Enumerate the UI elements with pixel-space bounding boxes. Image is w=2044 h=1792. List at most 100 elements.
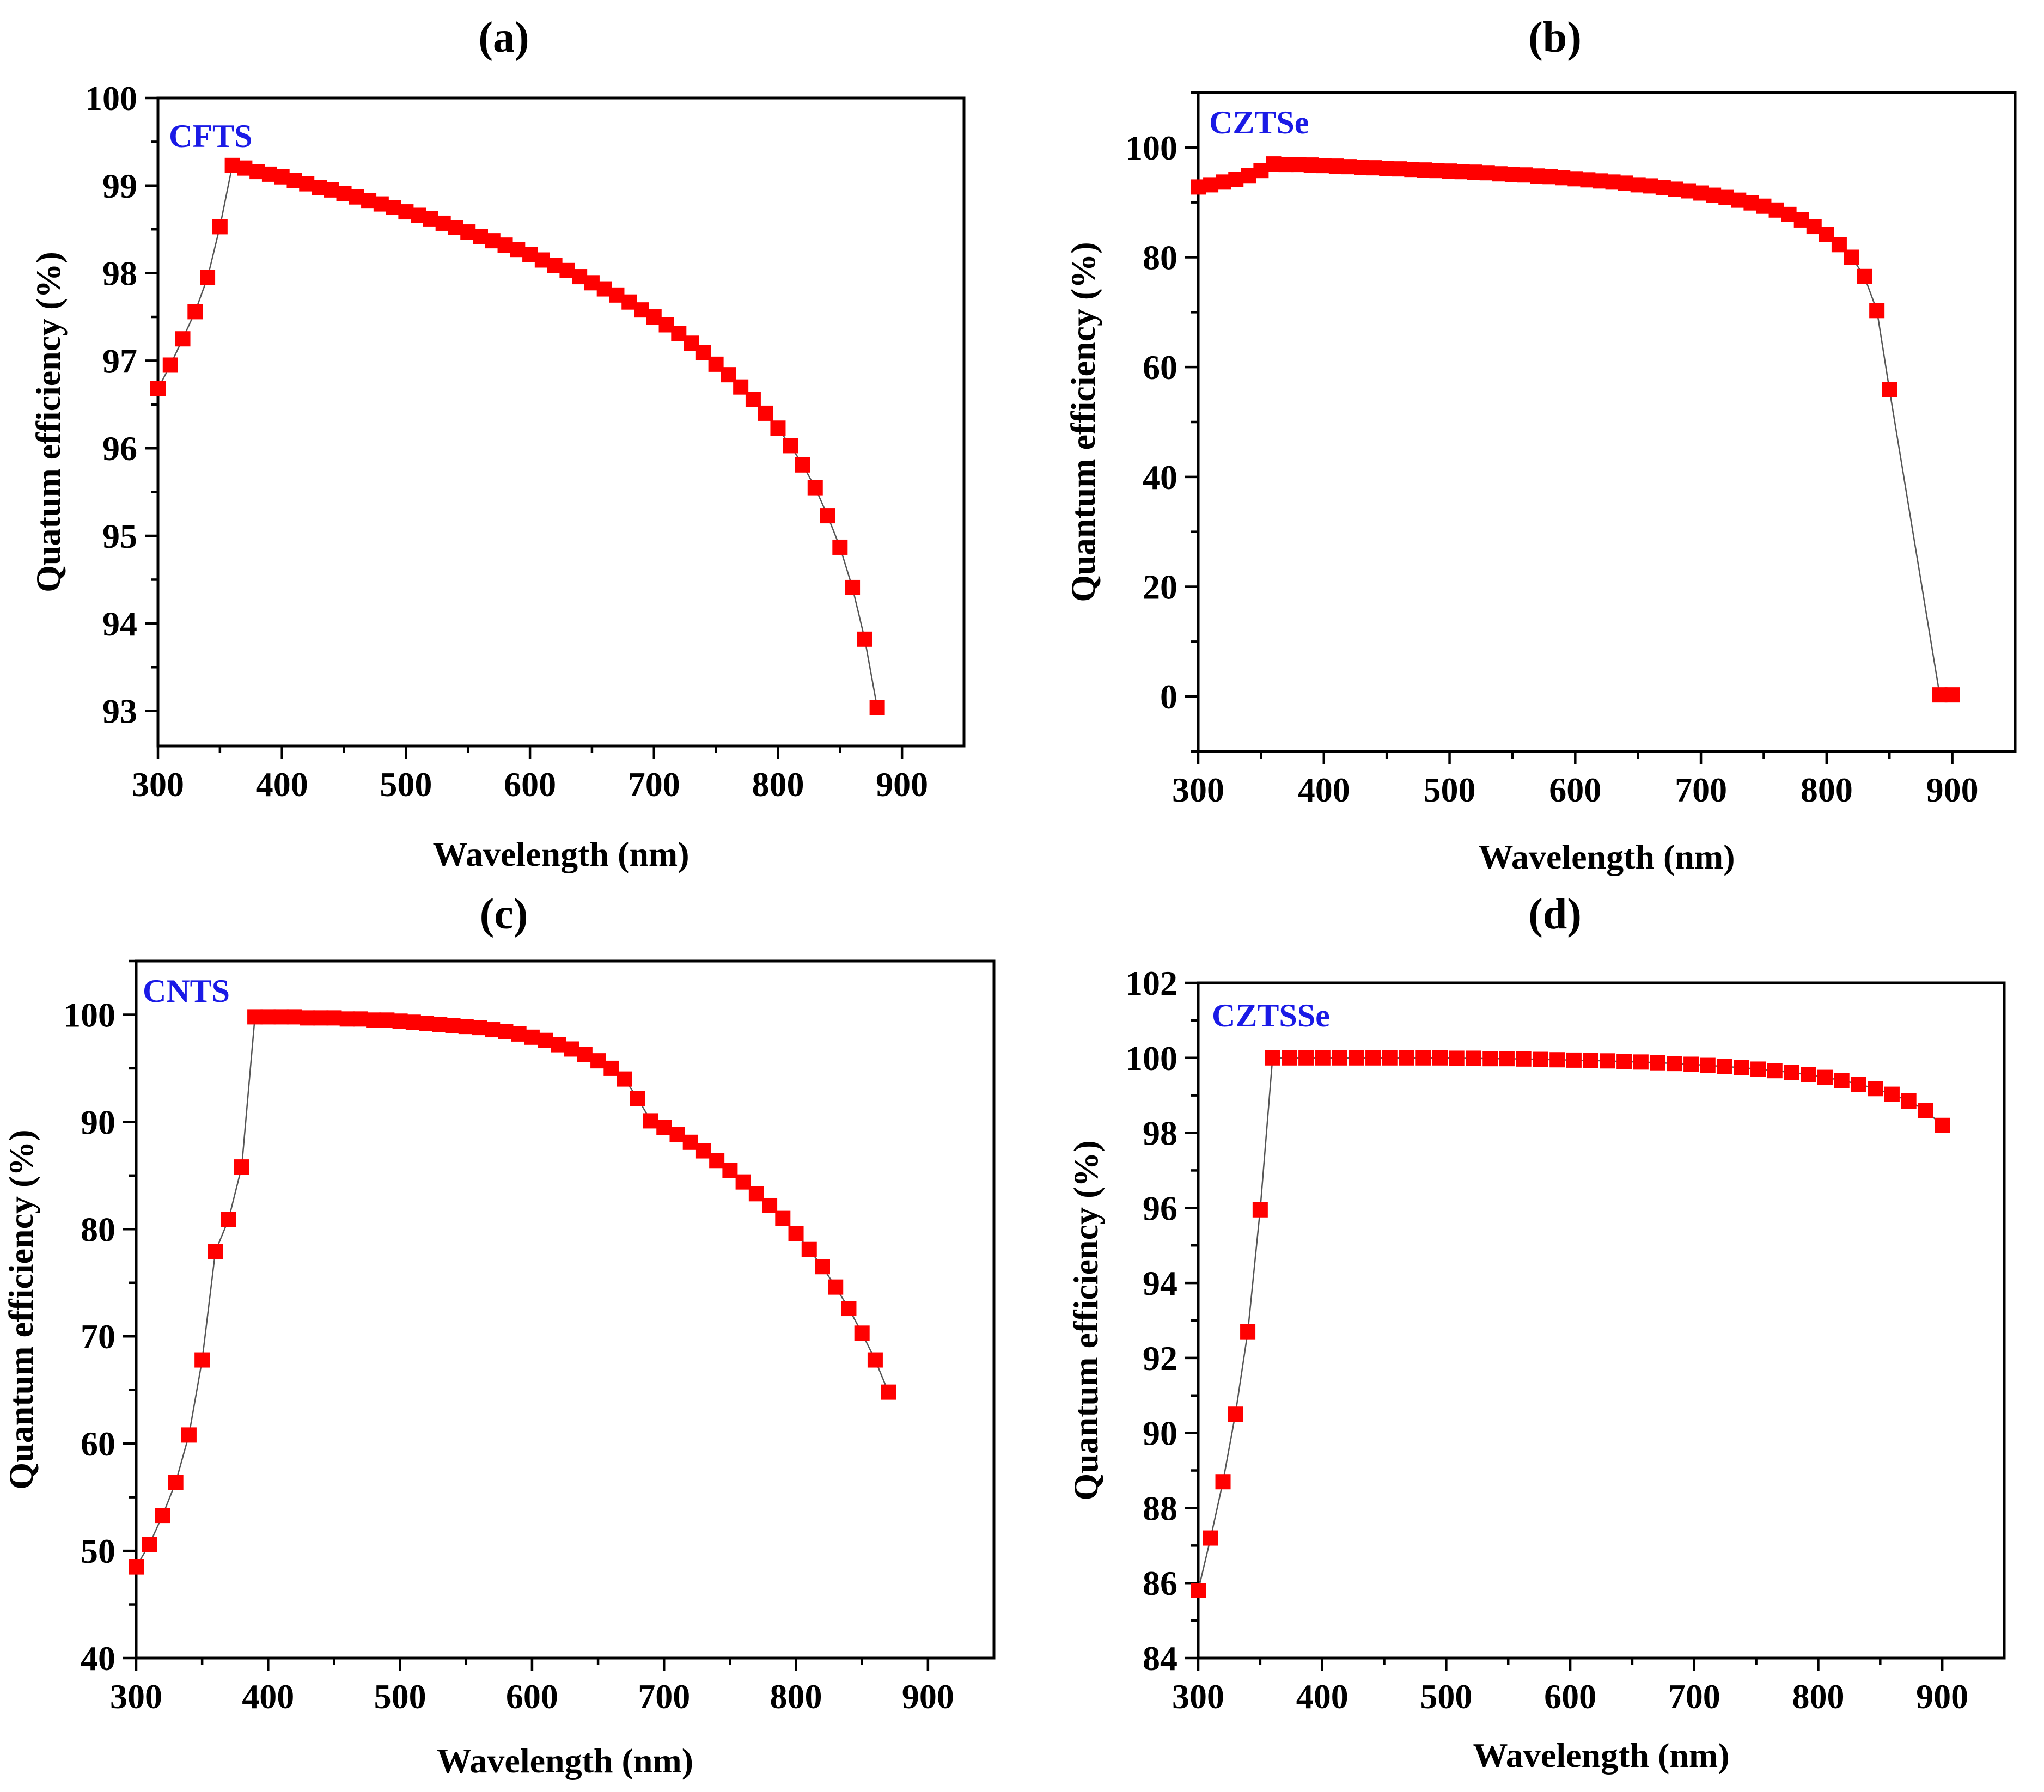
data-point bbox=[656, 1120, 672, 1135]
data-point bbox=[1298, 1050, 1314, 1066]
y-tick-label: 102 bbox=[1125, 964, 1177, 1002]
data-point bbox=[745, 392, 761, 407]
data-point bbox=[1918, 1103, 1933, 1118]
x-tick-label: 300 bbox=[1172, 770, 1224, 809]
data-point bbox=[129, 1559, 144, 1575]
material-label: CZTSe bbox=[1209, 105, 1309, 140]
y-tick-label: 100 bbox=[1125, 1039, 1177, 1078]
x-tick-label: 800 bbox=[1792, 1677, 1844, 1716]
x-tick-label: 700 bbox=[638, 1677, 690, 1716]
y-tick-label: 88 bbox=[1143, 1489, 1177, 1527]
data-point bbox=[1844, 249, 1859, 265]
y-tick-label: 50 bbox=[81, 1532, 115, 1570]
data-point bbox=[175, 331, 191, 347]
data-point bbox=[1667, 1056, 1682, 1072]
data-point bbox=[405, 1014, 421, 1030]
x-tick-label: 800 bbox=[770, 1677, 822, 1716]
x-tick-label: 600 bbox=[1544, 1677, 1596, 1716]
plot-frame bbox=[135, 959, 996, 1660]
data-point bbox=[758, 405, 773, 421]
data-point bbox=[366, 1012, 382, 1028]
data-point bbox=[1884, 1086, 1900, 1102]
data-point bbox=[1449, 1050, 1465, 1066]
data-point bbox=[832, 539, 848, 555]
material-label: CZTSSe bbox=[1212, 998, 1330, 1033]
data-point bbox=[695, 1143, 711, 1159]
y-tick-label: 96 bbox=[1143, 1189, 1177, 1227]
data-point bbox=[1549, 1052, 1565, 1068]
data-point bbox=[1215, 1474, 1231, 1490]
data-point bbox=[286, 1009, 302, 1025]
x-axis-label: Wavelength (nm) bbox=[432, 835, 689, 873]
data-point bbox=[590, 1053, 606, 1069]
panel-title: (c) bbox=[480, 890, 528, 938]
series-line bbox=[1197, 1057, 1943, 1591]
data-point bbox=[770, 420, 786, 436]
panel-b: (b) 300 400 500 600 700 800 900 0 20 40 60 80 100 Wave… bbox=[1064, 14, 2017, 876]
y-tick-label: 40 bbox=[81, 1639, 115, 1678]
data-point bbox=[1566, 1052, 1582, 1068]
data-point bbox=[1432, 1050, 1448, 1066]
y-tick-label: 98 bbox=[102, 254, 137, 293]
y-tick-label: 90 bbox=[1143, 1414, 1177, 1453]
y-tick-label: 94 bbox=[1143, 1264, 1177, 1302]
data-point bbox=[1935, 1117, 1950, 1133]
data-point bbox=[762, 1197, 778, 1213]
x-tick-label: 400 bbox=[1298, 770, 1350, 809]
data-point bbox=[1700, 1057, 1716, 1073]
data-point bbox=[200, 270, 216, 285]
data-point bbox=[1332, 1050, 1347, 1066]
data-point bbox=[1767, 1063, 1783, 1079]
data-point bbox=[1868, 1081, 1883, 1097]
series-line bbox=[135, 1016, 889, 1568]
data-point bbox=[1683, 1056, 1699, 1072]
data-point bbox=[783, 438, 798, 454]
y-tick-label: 0 bbox=[1160, 677, 1177, 716]
data-point bbox=[142, 1537, 157, 1552]
data-point bbox=[498, 1024, 514, 1039]
y-axis-label: Quantum efficiency (%) bbox=[1066, 1140, 1105, 1500]
x-tick-label: 400 bbox=[242, 1677, 294, 1716]
data-point bbox=[815, 1259, 830, 1275]
data-point bbox=[150, 381, 166, 396]
data-point bbox=[1857, 268, 1872, 284]
y-tick-label: 84 bbox=[1143, 1639, 1177, 1678]
data-point bbox=[1869, 303, 1885, 319]
y-tick-label: 80 bbox=[1143, 238, 1177, 277]
data-point bbox=[1265, 1050, 1280, 1066]
data-point bbox=[155, 1508, 170, 1524]
data-point bbox=[1399, 1050, 1414, 1066]
data-point bbox=[1600, 1053, 1615, 1069]
material-label: CNTS bbox=[143, 973, 230, 1009]
data-point bbox=[1382, 1050, 1398, 1066]
y-tick-label: 100 bbox=[85, 79, 137, 118]
y-axis-label: Quantum efficiency (%) bbox=[1064, 242, 1102, 602]
data-point bbox=[247, 1009, 263, 1025]
data-point bbox=[795, 457, 810, 473]
data-point bbox=[472, 1020, 487, 1036]
x-tick-label: 600 bbox=[504, 765, 556, 804]
data-point bbox=[168, 1475, 184, 1490]
x-tick-label: 900 bbox=[1916, 1677, 1968, 1716]
y-tick-label: 93 bbox=[102, 692, 137, 731]
data-point bbox=[162, 357, 178, 373]
data-point bbox=[1516, 1051, 1532, 1067]
data-point bbox=[1203, 1530, 1218, 1546]
data-point bbox=[867, 1352, 883, 1368]
data-point bbox=[735, 1174, 751, 1190]
data-point bbox=[1717, 1059, 1732, 1074]
data-point bbox=[1499, 1051, 1515, 1067]
data-point bbox=[432, 1017, 448, 1032]
data-point bbox=[551, 1037, 566, 1053]
x-tick-label: 600 bbox=[506, 1677, 558, 1716]
panel-d: (d) 300 400 500 600 700 800 900 84 86 88 90 92 94 96 98… bbox=[1066, 890, 2006, 1775]
data-point bbox=[1466, 1050, 1481, 1066]
data-point bbox=[854, 1325, 870, 1341]
data-point bbox=[234, 1159, 249, 1175]
data-point bbox=[857, 631, 872, 647]
data-point bbox=[485, 1022, 501, 1038]
y-tick-label: 80 bbox=[81, 1210, 115, 1249]
data-point bbox=[313, 1010, 329, 1026]
data-point bbox=[1851, 1077, 1866, 1092]
data-point bbox=[1616, 1054, 1632, 1069]
